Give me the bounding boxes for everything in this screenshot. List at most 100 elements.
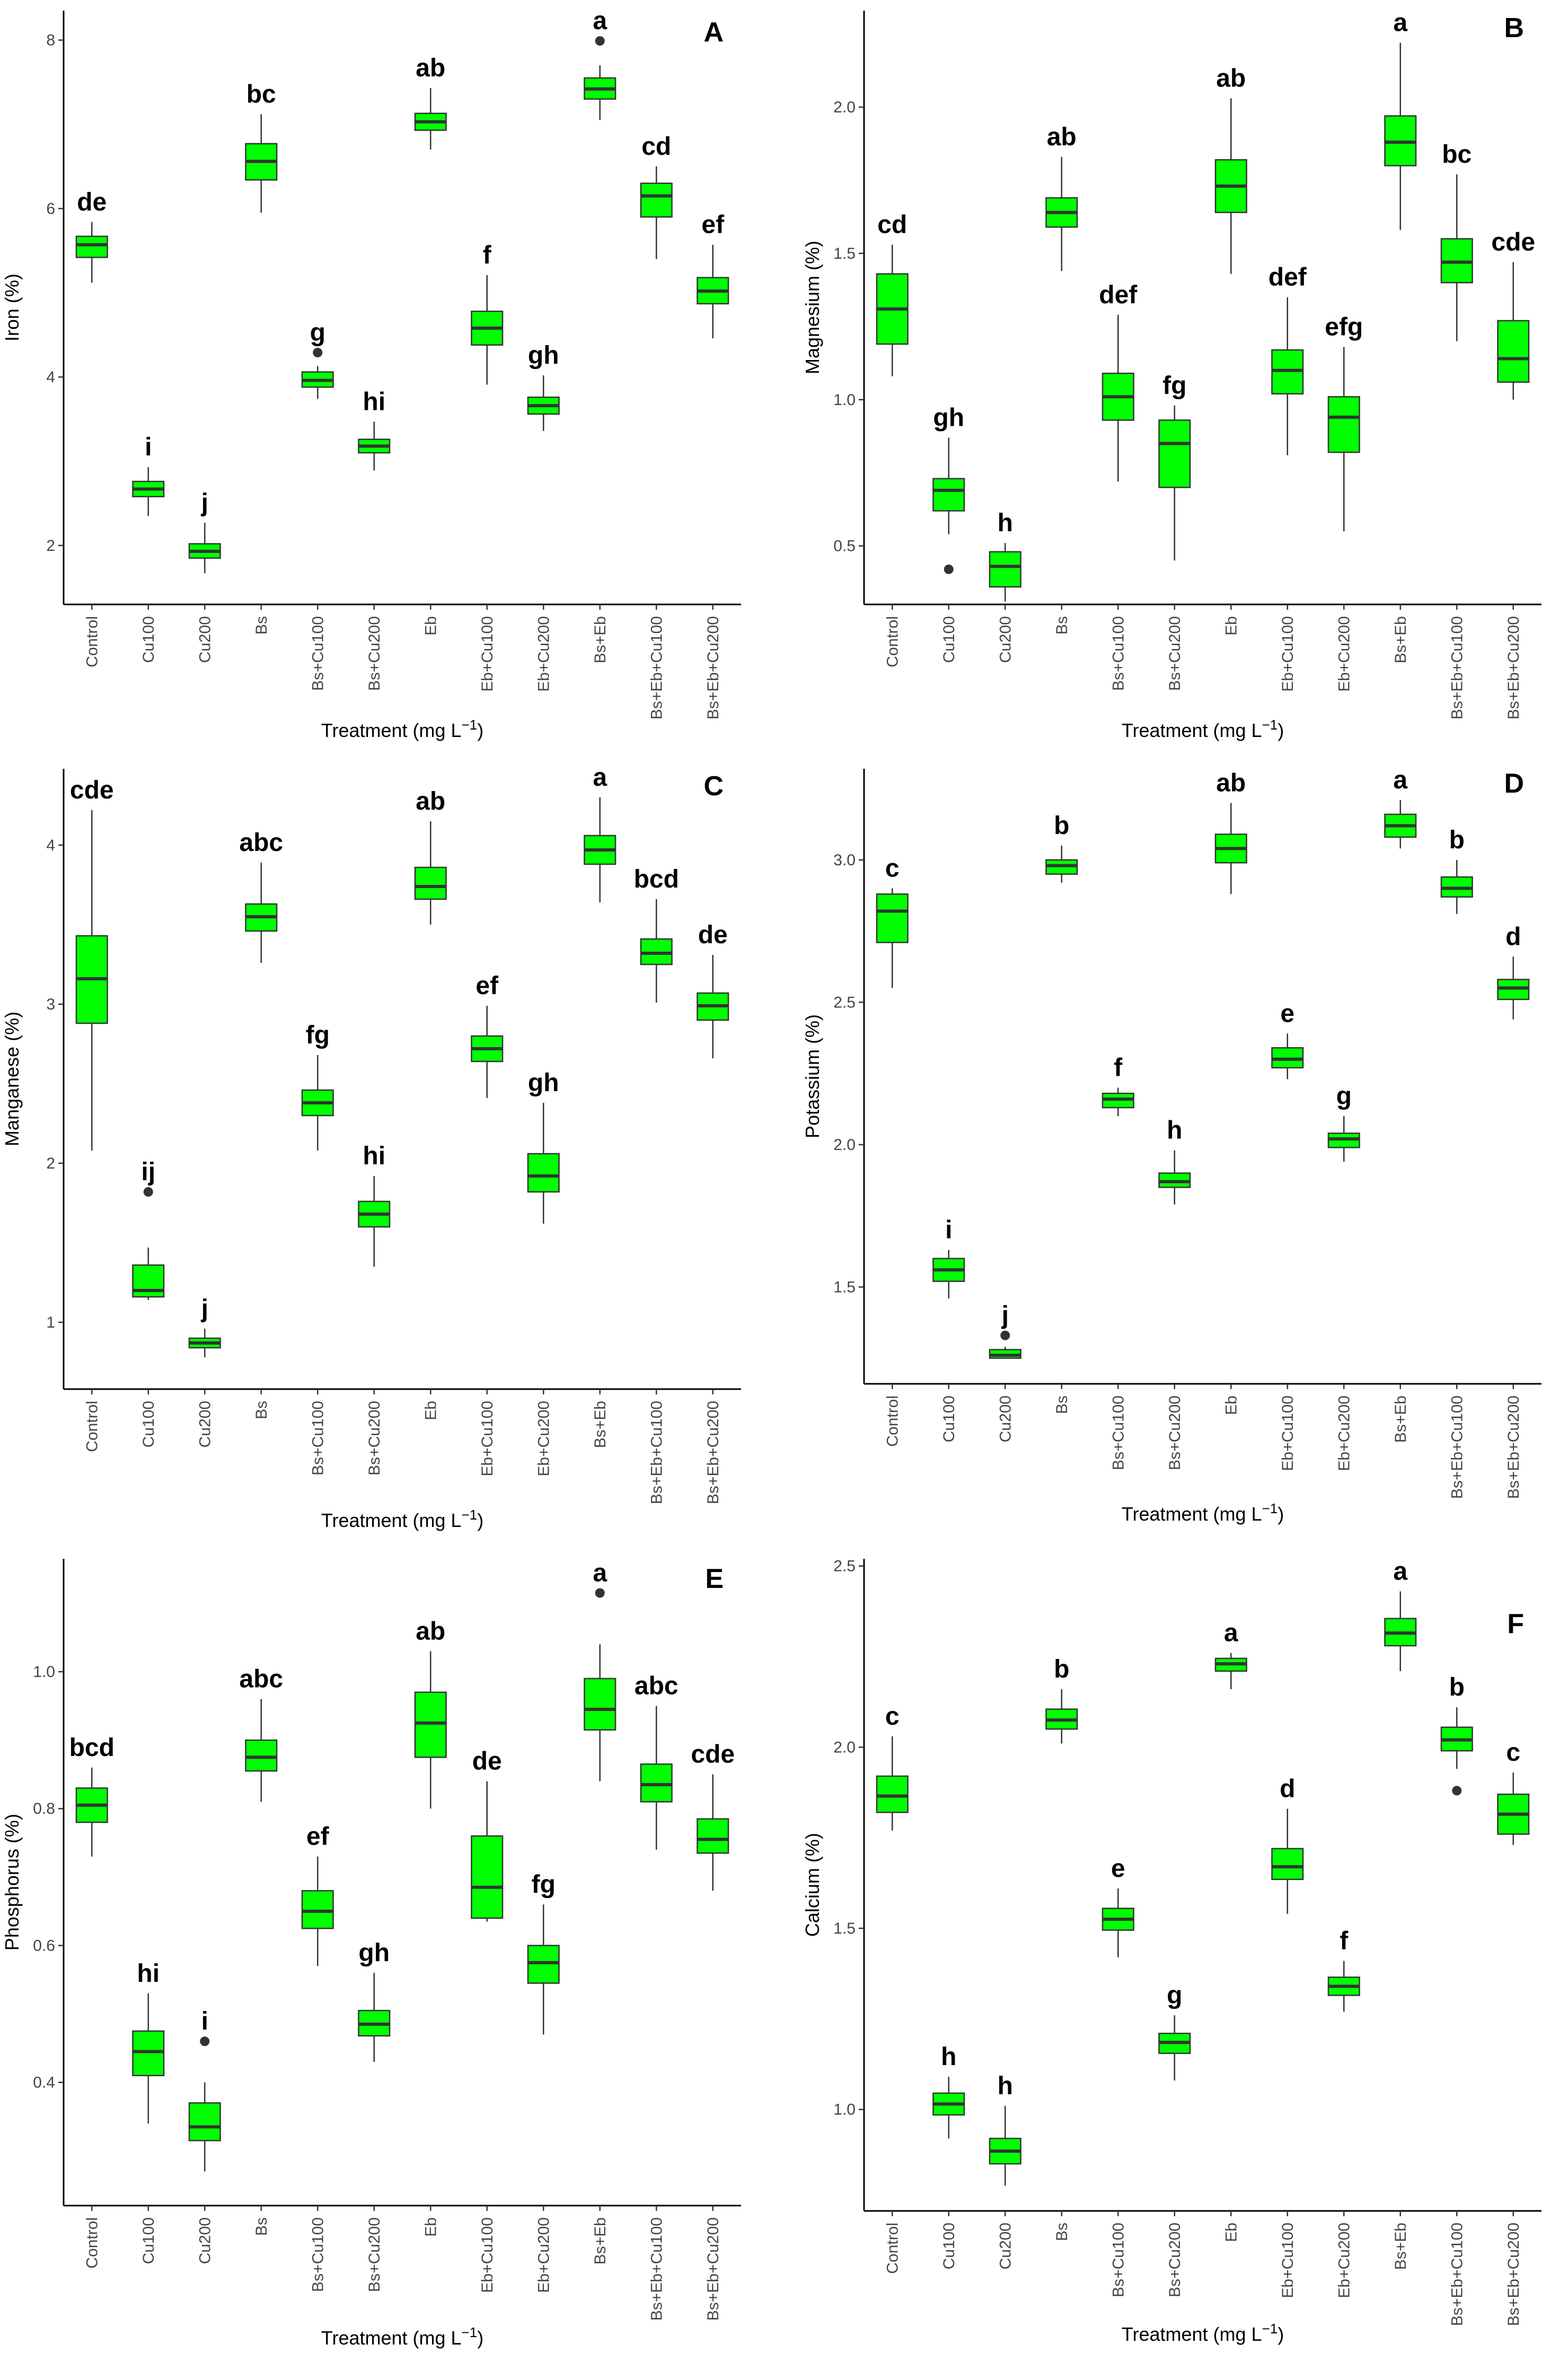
box-bs-eb-cu100: abc — [635, 1672, 679, 1850]
x-tick-label: Cu200 — [196, 616, 214, 663]
x-tick-label: Eb+Cu100 — [479, 2217, 496, 2293]
panel-a: 2 4 6 8 Control Cu100 Cu200 Bs Bs+Cu100 Bs+Cu200 E… — [1, 7, 741, 741]
significance-letter: ab — [416, 1617, 445, 1645]
box-eb-cu100: def — [1269, 264, 1307, 455]
significance-letter: a — [1393, 1558, 1407, 1586]
y-axis-title: Magnesium (%) — [801, 241, 823, 374]
panel-d: 1.5 2.0 2.5 3.0 Control Cu100 Cu200 Bs Bs+Cu100 B… — [801, 766, 1541, 1525]
iqr-box — [1158, 419, 1191, 488]
significance-letter: g — [1336, 1082, 1352, 1110]
outlier-point — [1000, 1330, 1010, 1340]
box-eb: ab — [414, 787, 447, 925]
box-cu200: j — [188, 1295, 221, 1357]
box-bs-cu200: hi — [358, 388, 391, 471]
y-tick-label: 2.0 — [833, 1136, 856, 1154]
x-tick-label: Eb+Cu200 — [535, 616, 552, 692]
y-axis-title: Calcium (%) — [801, 1833, 823, 1937]
box-control: c — [876, 1702, 909, 1831]
x-axis-title: Treatment (mg L−1) — [1122, 1500, 1284, 1525]
iqr-box — [640, 1763, 673, 1803]
panel-b: 0.5 1.0 1.5 2.0 Control Cu100 Cu200 Bs Bs+Cu100 B… — [801, 9, 1541, 741]
y-tick-label: 0.8 — [33, 1800, 55, 1818]
significance-letter: i — [145, 433, 152, 461]
significance-letter: bc — [1442, 141, 1472, 169]
x-tick-label: Control — [884, 1395, 901, 1447]
box-eb: ab — [414, 54, 447, 150]
x-tick-label: Eb+Cu100 — [1279, 1395, 1297, 1471]
y-tick-label: 4 — [46, 368, 55, 386]
box-bs-eb-cu200: c — [1497, 1739, 1530, 1845]
significance-letter: def — [1269, 264, 1307, 292]
iqr-box — [245, 1739, 278, 1772]
x-tick-label: Bs+Cu100 — [309, 2217, 327, 2292]
box-bs-cu100: f — [1102, 1053, 1134, 1117]
panel-f: 1.0 1.5 2.0 2.5 Control Cu100 Cu200 Bs Bs+Cu100 B… — [801, 1558, 1541, 2345]
x-tick-label: Control — [83, 616, 101, 668]
significance-letter: f — [483, 241, 492, 269]
x-tick-label: Cu100 — [940, 2223, 958, 2269]
significance-letter: f — [1114, 1053, 1123, 1082]
significance-letter: ef — [475, 972, 499, 1000]
x-tick-label: Bs+Eb+Cu100 — [1448, 1395, 1466, 1499]
x-tick-label: Bs+Eb+Cu200 — [1505, 2223, 1522, 2326]
box-eb-cu200: fg — [527, 1871, 560, 2035]
box-cu100: h — [932, 2043, 965, 2139]
x-tick-label: Bs+Cu200 — [366, 2217, 383, 2292]
iqr-box — [876, 893, 909, 943]
significance-letter: d — [1505, 923, 1521, 951]
y-tick-label: 0.6 — [33, 1937, 55, 1954]
box-cu200: h — [989, 2072, 1021, 2186]
significance-letter: abc — [239, 1665, 283, 1693]
significance-letter: g — [310, 319, 325, 347]
iqr-box — [527, 1153, 560, 1193]
box-bs-eb: a — [1384, 9, 1417, 230]
iqr-box — [932, 478, 965, 512]
significance-letter: c — [885, 855, 900, 883]
x-tick-label: Cu100 — [940, 616, 958, 663]
box-bs-eb: a — [1384, 766, 1417, 849]
y-axis-title: Potassium (%) — [801, 1014, 823, 1138]
box-bs-eb-cu100: b — [1440, 1673, 1473, 1796]
x-tick-label: Control — [884, 2223, 901, 2274]
box-control: bcd — [69, 1734, 114, 1857]
x-tick-label: Bs+Eb — [1392, 1395, 1410, 1443]
x-tick-label: Bs — [253, 1401, 270, 1419]
box-eb-cu100: e — [1271, 999, 1304, 1079]
x-tick-label: Bs+Eb+Cu200 — [704, 1401, 722, 1504]
y-tick-label: 4 — [46, 837, 55, 854]
x-tick-label: Eb — [1222, 616, 1240, 636]
box-cu200: h — [989, 509, 1021, 602]
significance-letter: ab — [1216, 769, 1246, 797]
x-tick-label: Cu100 — [140, 1401, 157, 1447]
box-eb-cu200: efg — [1325, 313, 1363, 532]
box-bs-eb-cu100: cd — [640, 133, 673, 259]
box-bs-eb-cu200: cde — [1491, 228, 1535, 400]
x-tick-label: Bs+Cu100 — [1109, 616, 1127, 691]
panel-label: A — [703, 17, 724, 48]
x-tick-label: Eb+Cu100 — [1279, 2223, 1297, 2298]
x-tick-label: Bs+Eb+Cu200 — [1505, 1395, 1522, 1499]
significance-letter: de — [472, 1748, 502, 1776]
significance-letter: b — [1449, 826, 1465, 854]
y-axis-title: Manganese (%) — [1, 1012, 23, 1146]
outlier-point — [595, 36, 605, 46]
box-bs-eb: a — [584, 7, 616, 120]
x-tick-label: Bs+Eb — [592, 1401, 609, 1448]
x-tick-label: Bs+Cu200 — [1166, 616, 1184, 691]
x-tick-label: Bs+Cu200 — [366, 616, 383, 691]
significance-letter: e — [1280, 999, 1294, 1028]
box-bs: b — [1045, 1655, 1078, 1744]
y-tick-label: 2.0 — [833, 1739, 856, 1756]
outlier-point — [313, 347, 323, 357]
x-tick-label: Bs+Cu100 — [1109, 2223, 1127, 2297]
significance-letter: abc — [635, 1672, 679, 1700]
significance-letter: a — [593, 1559, 607, 1587]
box-cu100: hi — [132, 1960, 165, 2124]
significance-letter: f — [1340, 1927, 1349, 1955]
x-tick-label: Bs — [253, 2217, 270, 2236]
box-eb: ab — [1214, 65, 1247, 274]
x-tick-label: Bs+Eb+Cu200 — [1505, 616, 1522, 719]
box-bs-eb-cu100: bc — [1440, 141, 1473, 341]
significance-letter: ab — [416, 787, 445, 815]
y-tick-label: 3 — [46, 996, 55, 1013]
